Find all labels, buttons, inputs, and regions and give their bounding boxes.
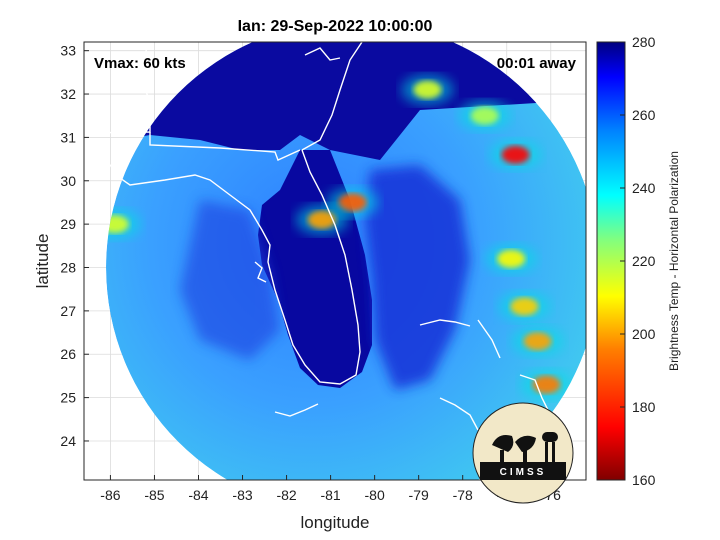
y-axis-label: latitude (33, 234, 52, 289)
colorbar-tick-label: 280 (632, 34, 656, 50)
x-tick-label: -86 (100, 487, 120, 503)
logo-dish-2-icon (515, 435, 536, 452)
x-tick-label: -78 (453, 487, 473, 503)
hot-spot (510, 297, 539, 316)
colorbar-tick-label: 260 (632, 107, 656, 123)
land-cold-region (106, 42, 586, 160)
y-tick-label: 33 (60, 43, 76, 59)
coastlines (84, 42, 581, 436)
y-tick-label: 31 (60, 129, 76, 145)
colorbar-ticks: 160 180 200 220 240 260 280 (620, 34, 656, 488)
brightness-swath (106, 42, 586, 480)
logo-satellite-dish-icon (492, 435, 514, 452)
x-tick-label: -84 (188, 487, 208, 503)
x-tick-label: -81 (320, 487, 340, 503)
colorbar-tick-label: 200 (632, 326, 656, 342)
colorbar-tick-label: 240 (632, 180, 656, 196)
hot-spot (470, 106, 499, 125)
x-tick-label: -82 (276, 487, 296, 503)
x-tick-label: -79 (409, 487, 429, 503)
x-tick-label: -85 (144, 487, 164, 503)
time-away-annotation: 00:01 away (497, 55, 577, 72)
y-tick-label: 32 (60, 86, 76, 102)
x-tick-label: -83 (232, 487, 252, 503)
y-tick-label: 27 (60, 303, 76, 319)
hot-spot (338, 193, 367, 212)
cimss-logo: CIMSS (472, 402, 574, 504)
logo-water-tower-icon (542, 432, 558, 442)
x-axis-label: longitude (300, 513, 369, 532)
hot-spot (307, 210, 336, 229)
gulf-cold-area (180, 200, 280, 360)
hot-spot (413, 80, 442, 99)
y-tick-label: 24 (60, 433, 76, 449)
chart-title: Ian: 29-Sep-2022 10:00:00 (238, 18, 433, 35)
ocean-cold-band (365, 165, 470, 390)
axes-frame (83, 41, 587, 481)
hot-spots (106, 74, 573, 400)
hot-spot (501, 145, 530, 164)
hot-spot (497, 249, 526, 268)
colorbar-label: Brightness Temp - Horizontal Polarizatio… (667, 151, 681, 371)
y-axis-ticks: 24 25 26 27 28 29 30 31 32 33 (60, 43, 89, 449)
hot-spot (532, 375, 561, 394)
y-tick-label: 25 (60, 390, 76, 406)
x-tick-label: -80 (365, 487, 385, 503)
y-tick-label: 26 (60, 346, 76, 362)
colorbar-tick-label: 180 (632, 399, 656, 415)
y-tick-label: 29 (60, 216, 76, 232)
y-tick-label: 30 (60, 173, 76, 189)
hot-spot (523, 332, 552, 351)
y-tick-label: 28 (60, 260, 76, 276)
colorbar-tick-label: 160 (632, 472, 656, 488)
colorbar-tick-label: 220 (632, 253, 656, 269)
logo-text: CIMSS (500, 467, 547, 478)
vmax-annotation: Vmax: 60 kts (94, 55, 186, 72)
